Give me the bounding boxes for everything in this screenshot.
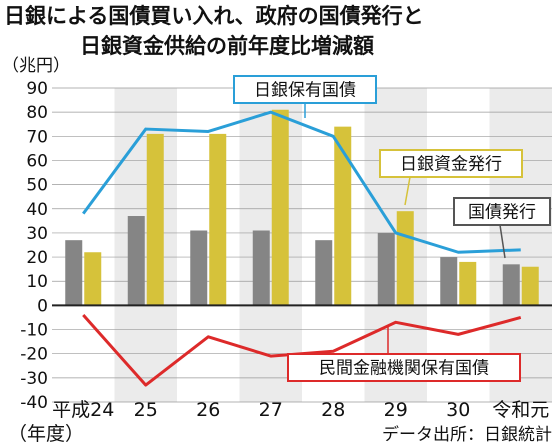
x-tick-label: 令和元 [492,399,549,421]
x-tick-label: 30 [446,399,470,421]
chart-title-line1: 日銀による国債買い入れ、政府の国債発行と [4,4,424,28]
year-band [489,88,552,402]
issuance-callout-leader [499,224,506,259]
y-tick-label: 90 [26,79,48,99]
funds-callout-box [379,149,523,178]
issuance-bar [440,257,458,306]
x-axis-ticks: 平成24 25 26 27 28 29 30 令和元 [52,399,549,421]
x-tick-label: 平成24 [52,399,114,421]
y-tick-label: 20 [26,248,48,268]
y-unit-label: （兆円） [2,56,70,76]
y-tick-label: 70 [26,127,48,147]
year-band [114,88,177,402]
x-tick-label: 28 [321,399,345,421]
y-tick-label: 80 [26,103,48,123]
source-note: データ出所：日銀統計 [382,424,552,445]
funds-callout-leader [404,176,411,206]
funds-bar [84,252,102,306]
funds-callout-label: 日銀資金発行 [400,155,502,175]
issuance-bar [252,230,270,306]
y-tick-label: 60 [26,151,48,171]
funds-bar [396,211,414,306]
issuance-callout-label: 国債発行 [468,203,536,223]
x-tick-label: 29 [384,399,408,421]
y-axis-ticks: 90 80 70 60 50 40 30 20 10 0 -10 -20 -30 -40 [20,79,48,413]
issuance-bar [190,230,208,306]
funds-bar [334,126,352,306]
issuance-bar [127,216,145,306]
year-band [364,88,427,402]
issuance-callout-box [453,197,551,226]
holdings-callout-label: 日銀保有国債 [254,81,356,101]
holdings-callout-box [233,75,377,104]
x-axis-note: （年度） [8,423,84,445]
holdings-line [82,110,521,254]
y-tick-label: 50 [26,176,48,196]
x-tick-label: 27 [259,399,283,421]
funds-bar [209,133,227,306]
y-tick-label: -30 [20,369,48,389]
year-bands [114,88,552,402]
funds-bar [459,261,477,306]
y-tick-label: 30 [26,224,48,244]
y-tick-label: 10 [26,272,48,292]
private-callout-box [287,353,521,382]
private-callout-label: 民間金融機関保有国債 [319,359,489,379]
issuance-bar [502,264,520,306]
funds-bar [146,133,164,306]
funds-bar [271,109,289,306]
y-tick-label: -10 [20,321,48,341]
issuance-bar [377,232,395,306]
issuance-bar [65,240,83,306]
x-tick-label: 26 [196,399,220,421]
y-tick-label: 0 [37,296,48,316]
chart-title-line2: 日銀資金供給の前年度比増減額 [80,34,374,58]
issuance-bar [315,240,333,306]
y-tick-label: -40 [20,393,48,413]
x-tick-label: 25 [134,399,158,421]
y-tick-label: 40 [26,200,48,220]
funds-bar [521,266,539,306]
y-tick-label: -20 [20,345,48,365]
